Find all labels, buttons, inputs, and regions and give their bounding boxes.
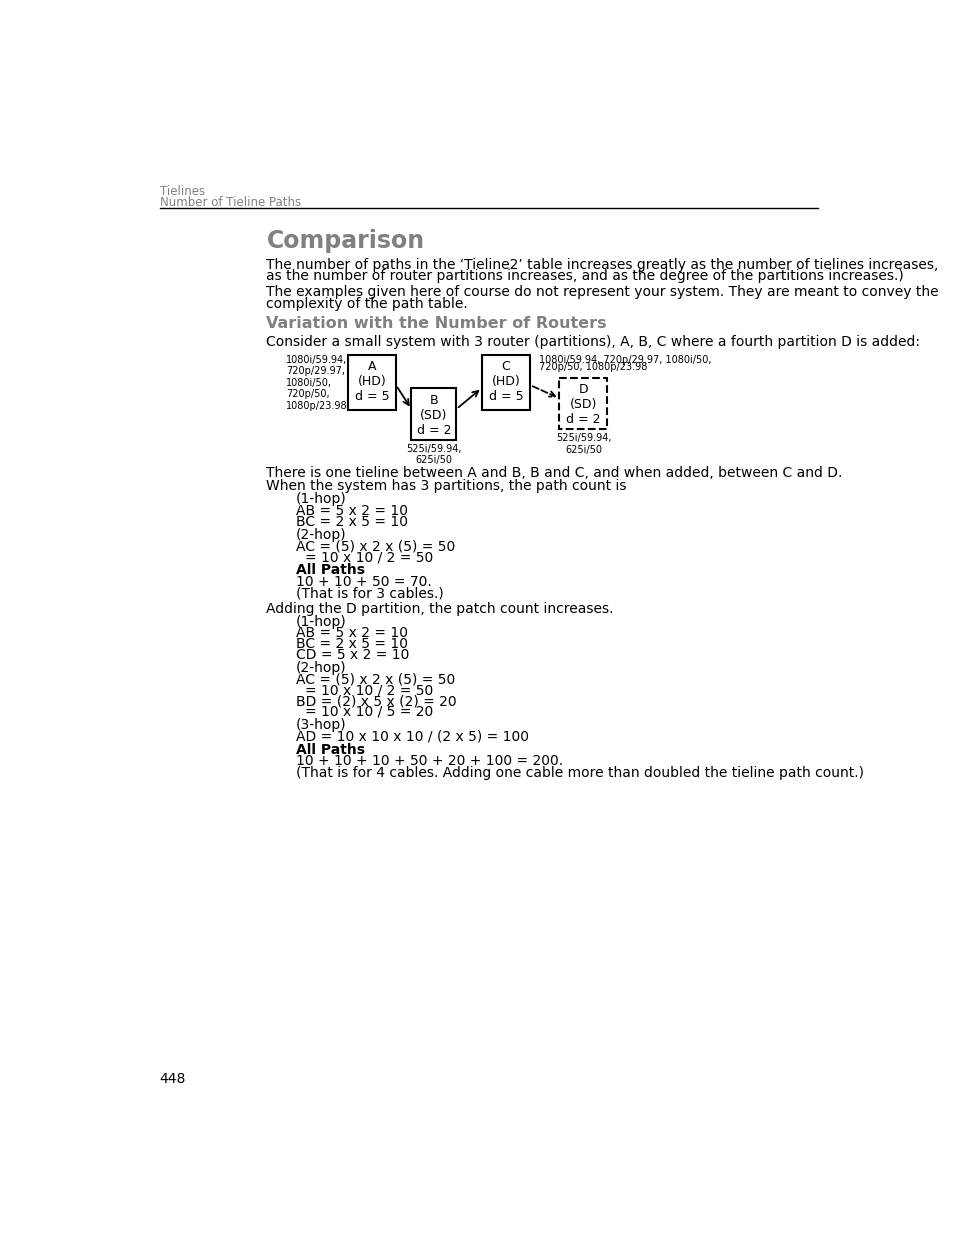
Bar xyxy=(348,354,395,410)
Text: AC = (5) x 2 x (5) = 50: AC = (5) x 2 x (5) = 50 xyxy=(295,540,455,553)
Text: CD = 5 x 2 = 10: CD = 5 x 2 = 10 xyxy=(295,648,409,662)
Bar xyxy=(558,378,607,430)
Text: 1080i/59.94, 720p/29.97, 1080i/50,: 1080i/59.94, 720p/29.97, 1080i/50, xyxy=(538,354,711,364)
Text: as the number of router partitions increases, and as the degree of the partition: as the number of router partitions incre… xyxy=(266,269,903,283)
Text: complexity of the path table.: complexity of the path table. xyxy=(266,296,468,311)
Text: 448: 448 xyxy=(159,1072,186,1087)
Text: The number of paths in the ‘Tieline2’ table increases greatly as the number of t: The number of paths in the ‘Tieline2’ ta… xyxy=(266,258,938,272)
Text: (2-hop): (2-hop) xyxy=(295,527,346,542)
Text: 1080i/59.94,
720p/29.97,
1080i/50,
720p/50,
1080p/23.98: 1080i/59.94, 720p/29.97, 1080i/50, 720p/… xyxy=(286,354,347,411)
Text: C
(HD)
d = 5: C (HD) d = 5 xyxy=(488,359,523,403)
Text: Consider a small system with 3 router (partitions), A, B, C where a fourth parti: Consider a small system with 3 router (p… xyxy=(266,335,920,348)
Text: = 10 x 10 / 2 = 50: = 10 x 10 / 2 = 50 xyxy=(305,550,433,564)
Text: (That is for 3 cables.): (That is for 3 cables.) xyxy=(295,587,443,600)
Text: BC = 2 x 5 = 10: BC = 2 x 5 = 10 xyxy=(295,515,408,529)
Text: All Paths: All Paths xyxy=(295,563,365,577)
Text: AD = 10 x 10 x 10 / (2 x 5) = 100: AD = 10 x 10 x 10 / (2 x 5) = 100 xyxy=(295,730,528,743)
Text: Number of Tieline Paths: Number of Tieline Paths xyxy=(159,196,300,209)
Text: The examples given here of course do not represent your system. They are meant t: The examples given here of course do not… xyxy=(266,285,938,299)
Text: B
(SD)
d = 2: B (SD) d = 2 xyxy=(416,394,451,437)
Text: 720p/50, 1080p/23.98: 720p/50, 1080p/23.98 xyxy=(538,362,647,372)
Text: When the system has 3 partitions, the path count is: When the system has 3 partitions, the pa… xyxy=(266,479,626,493)
Text: AB = 5 x 2 = 10: AB = 5 x 2 = 10 xyxy=(295,626,408,641)
Text: = 10 x 10 / 2 = 50: = 10 x 10 / 2 = 50 xyxy=(305,683,433,698)
Text: (3-hop): (3-hop) xyxy=(295,718,346,732)
Text: (1-hop): (1-hop) xyxy=(295,493,346,506)
Text: All Paths: All Paths xyxy=(295,742,365,757)
Bar xyxy=(481,354,530,410)
Text: AB = 5 x 2 = 10: AB = 5 x 2 = 10 xyxy=(295,504,408,517)
Text: (That is for 4 cables. Adding one cable more than doubled the tieline path count: (That is for 4 cables. Adding one cable … xyxy=(295,766,863,779)
Text: (1-hop): (1-hop) xyxy=(295,615,346,629)
Text: AC = (5) x 2 x (5) = 50: AC = (5) x 2 x (5) = 50 xyxy=(295,673,455,687)
Text: 525i/59.94,
625i/50: 525i/59.94, 625i/50 xyxy=(556,433,611,454)
Text: 10 + 10 + 50 = 70.: 10 + 10 + 50 = 70. xyxy=(295,574,432,589)
Text: Adding the D partition, the patch count increases.: Adding the D partition, the patch count … xyxy=(266,601,614,616)
Text: 525i/59.94,
625i/50: 525i/59.94, 625i/50 xyxy=(406,443,461,466)
Text: Variation with the Number of Routers: Variation with the Number of Routers xyxy=(266,316,606,331)
Text: A
(HD)
d = 5: A (HD) d = 5 xyxy=(355,359,389,403)
Text: Comparison: Comparison xyxy=(266,228,424,253)
Text: (2-hop): (2-hop) xyxy=(295,661,346,676)
Text: Tielines: Tielines xyxy=(159,185,205,198)
Text: D
(SD)
d = 2: D (SD) d = 2 xyxy=(566,383,600,426)
Text: BD = (2) x 5 x (2) = 20: BD = (2) x 5 x (2) = 20 xyxy=(295,694,456,708)
Bar xyxy=(411,389,456,440)
Text: 10 + 10 + 10 + 50 + 20 + 100 = 200.: 10 + 10 + 10 + 50 + 20 + 100 = 200. xyxy=(295,755,562,768)
Text: There is one tieline between A and B, B and C, and when added, between C and D.: There is one tieline between A and B, B … xyxy=(266,466,842,480)
Text: BC = 2 x 5 = 10: BC = 2 x 5 = 10 xyxy=(295,637,408,651)
Text: = 10 x 10 / 5 = 20: = 10 x 10 / 5 = 20 xyxy=(305,705,433,719)
